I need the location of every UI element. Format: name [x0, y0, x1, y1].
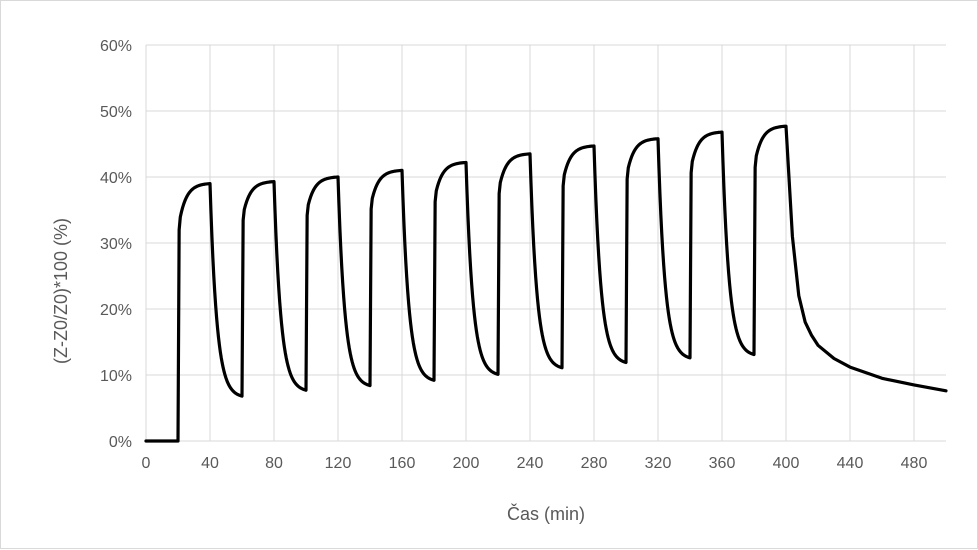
gridlines	[145, 44, 946, 442]
y-tick-label: 0%	[109, 434, 132, 451]
x-tick-label: 80	[265, 455, 283, 472]
data-series-line	[144, 124, 948, 443]
x-axis-ticks: 0 40 80 120 160 200 240 280 320 360 400 440 480	[142, 455, 928, 472]
y-tick-label: 50%	[100, 104, 132, 121]
x-tick-label: 440	[837, 455, 864, 472]
x-tick-label: 280	[581, 455, 608, 472]
x-tick-label: 120	[325, 455, 352, 472]
y-tick-label: 30%	[100, 236, 132, 253]
x-tick-label: 240	[517, 455, 544, 472]
x-tick-label: 400	[773, 455, 800, 472]
y-tick-label: 40%	[100, 170, 132, 187]
x-tick-label: 200	[453, 455, 480, 472]
series-layer	[144, 124, 948, 443]
x-tick-label: 320	[645, 455, 672, 472]
y-tick-label: 60%	[100, 38, 132, 55]
x-tick-label: 480	[901, 455, 928, 472]
y-axis-ticks: 0% 10% 20% 30% 40% 50% 60%	[100, 38, 132, 451]
x-axis-title: Čas (min)	[507, 503, 585, 524]
x-tick-label: 160	[389, 455, 416, 472]
x-tick-label: 40	[201, 455, 219, 472]
x-tick-label: 0	[142, 455, 151, 472]
y-tick-label: 10%	[100, 368, 132, 385]
y-tick-label: 20%	[100, 302, 132, 319]
y-axis-title: (Z-Z0/Z0)*100 (%)	[51, 218, 71, 364]
x-tick-label: 360	[709, 455, 736, 472]
